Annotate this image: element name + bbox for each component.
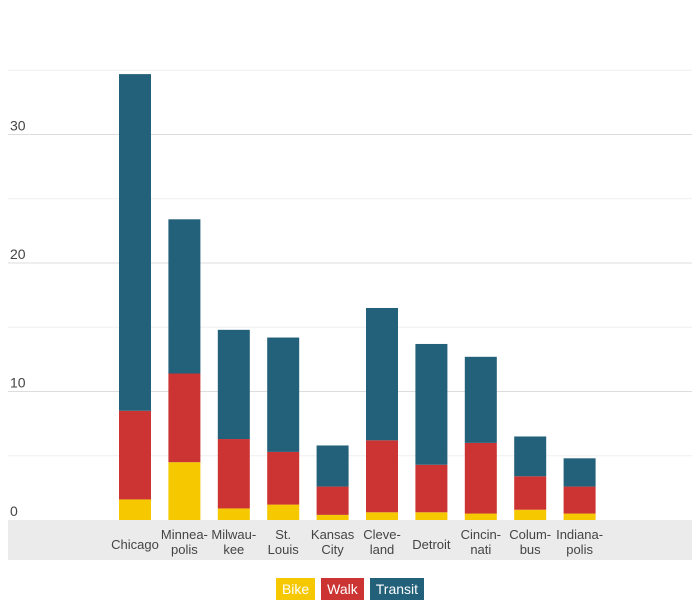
legend-bike: Bike: [275, 578, 316, 600]
bar-segment-bike: [415, 512, 448, 520]
bar-segment-walk: [563, 486, 596, 514]
bar-segment-bike: [119, 499, 151, 520]
bar-segment-walk: [514, 476, 547, 510]
bar-segment-transit: [563, 458, 596, 487]
bar-segment-transit: [119, 74, 151, 411]
bar-segment-walk: [464, 442, 497, 514]
bar-segment-walk: [267, 451, 300, 505]
y-tick-label: 20: [10, 246, 26, 262]
bar-segment-transit: [267, 337, 300, 452]
bar-segment-bike: [267, 504, 300, 520]
bar-segment-bike: [563, 513, 596, 520]
legend-transit: Transit: [369, 578, 425, 600]
x-tick-label: Cleve-land: [363, 527, 401, 557]
bar-segment-bike: [168, 462, 201, 520]
x-tick-label: Kansas City: [311, 527, 355, 557]
y-tick-label: 10: [10, 375, 26, 391]
bar-segment-transit: [514, 436, 547, 477]
bar-segment-transit: [366, 307, 398, 441]
bar-segment-transit: [316, 445, 349, 487]
x-tick-label: Milwau-kee: [211, 527, 256, 557]
legend-walk: Walk: [321, 578, 364, 600]
x-axis-band: [8, 520, 692, 560]
x-tick-label: Indiana-polis: [556, 527, 603, 557]
bar-segment-transit: [168, 219, 201, 374]
bar-segment-bike: [316, 514, 349, 520]
legend: Bike Walk Transit: [0, 578, 700, 600]
x-tick-label: St. Louis: [268, 527, 300, 557]
bar-segment-walk: [415, 464, 448, 513]
y-tick-label: 0: [10, 503, 18, 519]
bar-segment-walk: [316, 486, 349, 515]
bar-segment-bike: [514, 509, 547, 520]
x-tick-label: Cincin-nati: [461, 527, 501, 557]
bar-segment-transit: [217, 329, 250, 440]
bar-segment-bike: [366, 512, 398, 520]
bar-segment-transit: [464, 356, 497, 443]
bar-segment-bike: [217, 508, 250, 520]
x-tick-label: Chicago: [111, 537, 159, 552]
bar-segment-walk: [168, 373, 201, 463]
bar-segment-bike: [464, 513, 497, 520]
gridlines: [8, 69, 692, 457]
bars: [119, 74, 596, 520]
bar-segment-transit: [415, 343, 448, 465]
bar-segment-walk: [119, 410, 151, 500]
x-tick-label: Colum-bus: [509, 527, 551, 557]
y-tick-label: 30: [10, 118, 26, 134]
bar-segment-walk: [366, 440, 398, 513]
x-tick-label: Minnea-polis: [161, 527, 208, 557]
bar-segment-walk: [217, 439, 250, 509]
y-tick-labels: 0 10 20 30: [10, 118, 26, 520]
x-tick-label: Detroit: [412, 537, 451, 552]
